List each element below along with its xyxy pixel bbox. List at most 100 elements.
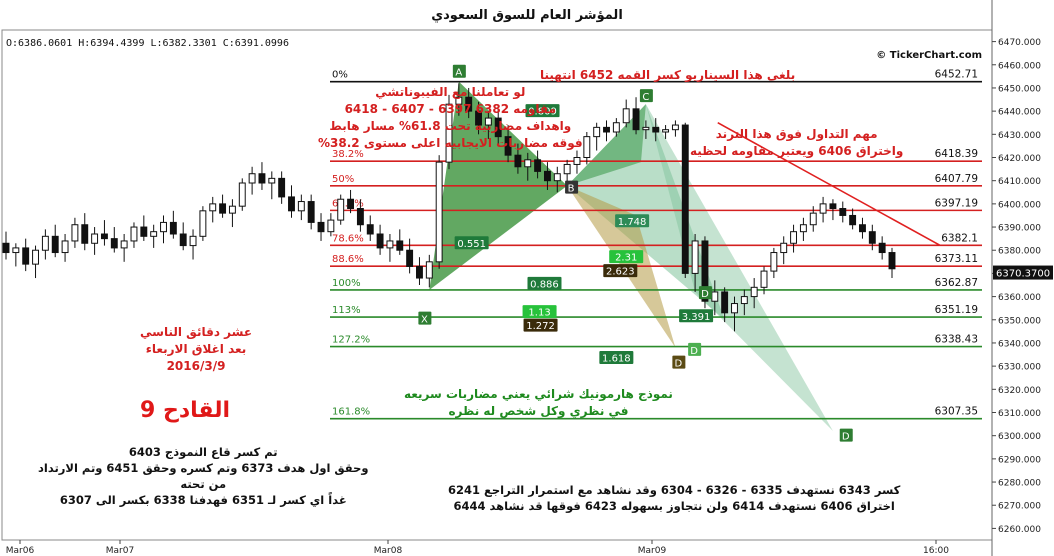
ratio-box-label: 1.272 <box>526 321 555 332</box>
pattern-point-box <box>418 311 432 325</box>
y-tick-label: 6400.000 <box>998 200 1041 210</box>
candle-body <box>100 233 108 240</box>
ratio-box <box>525 104 560 118</box>
page-title: المؤشر العام للسوق السعودي <box>431 8 623 23</box>
candle-body <box>721 291 729 314</box>
candle-body <box>160 221 167 233</box>
candle-body <box>868 231 876 244</box>
y-tick-label: 6330.000 <box>998 363 1041 373</box>
fib-price-label: 6452.71 <box>935 69 978 81</box>
ratio-box <box>522 305 557 319</box>
ratio-box <box>603 264 638 278</box>
candle-body <box>268 177 276 184</box>
scenario-note: بلغى هذا السيناريو كسر القمه 6452 انتهين… <box>540 68 796 82</box>
fib-note-line-1: لو تعاملنا مع الفيبوناتشي <box>375 85 526 99</box>
pattern-point-label: B <box>568 184 575 195</box>
candle-body <box>81 224 89 244</box>
candle-body <box>849 214 857 226</box>
pattern-point-box <box>639 89 653 103</box>
candle-body <box>278 177 286 198</box>
fib-note-line-2: مقاومه 6382 6397 - 6407 - 6418 <box>344 102 556 116</box>
candle-body <box>475 110 482 126</box>
harmonic-note-line-1: نموذج هارمونيك شرائي يعني مضاربات سريعه <box>404 387 673 401</box>
trend-note-line-2: واختراق 6406 ويعتبر مقاومه لحظيه <box>690 144 904 158</box>
candle-body <box>91 233 99 244</box>
y-tick-label: 6460.000 <box>998 61 1041 71</box>
candle-body <box>327 219 335 233</box>
candle-body <box>61 240 69 254</box>
date-note: عشر دقائق الناسي بعد اغلاق الاربعاء 2016… <box>140 324 252 375</box>
candle-body <box>671 124 679 131</box>
candle-body <box>51 235 59 254</box>
y-tick-label: 6380.000 <box>998 247 1041 257</box>
candle-body <box>209 203 217 212</box>
candle-body <box>563 163 571 175</box>
candle-body <box>376 233 384 249</box>
bottom-left-note: تم كسر قاع النموذج 6403 وحقق اول هدف 637… <box>38 444 369 508</box>
trend-note-line-1: مهم التداول فوق هذا الترند <box>715 127 878 141</box>
candle-body <box>110 238 118 249</box>
candle-body <box>130 226 138 242</box>
candle-body <box>583 136 591 159</box>
ratio-box-label: 0.809 <box>528 107 557 118</box>
y-tick-label: 6270.000 <box>998 502 1041 512</box>
y-tick-label: 6470.000 <box>998 38 1041 48</box>
candle-body <box>829 203 837 209</box>
fib-note-line-4: فوقه مضاربات الايجابيه اعلى مستوى 38.2% <box>318 136 583 150</box>
last-price-label: 6370.3700 <box>996 269 1050 280</box>
pattern-point-label: X <box>421 315 428 326</box>
fib-price-label: 6351.19 <box>935 304 978 316</box>
candle-body <box>120 240 128 249</box>
pattern-point-box <box>688 342 702 356</box>
y-tick-label: 6360.000 <box>998 293 1041 303</box>
candle-body <box>534 159 542 172</box>
candle-body <box>455 96 463 105</box>
ratio-box <box>679 309 714 323</box>
pattern-point-box <box>452 64 466 78</box>
candle-body <box>406 249 414 267</box>
candle-body <box>504 136 512 156</box>
y-tick-label: 6280.000 <box>998 479 1041 489</box>
fib-ratio-label: 0% <box>332 70 348 81</box>
fib-price-label: 6307.35 <box>935 406 978 418</box>
pattern-point-label: D <box>701 289 709 300</box>
pattern-point-label: D <box>675 359 683 370</box>
fib-price-label: 6338.43 <box>935 334 978 346</box>
candle-body <box>770 252 778 272</box>
candle-body <box>642 126 650 131</box>
fib-ratio-label: 161.8% <box>332 407 370 418</box>
candle-body <box>553 173 561 182</box>
candle-body <box>603 126 610 133</box>
candle-body <box>760 270 768 288</box>
fib-ratio-label: 38.2% <box>332 149 364 160</box>
pattern-point-box <box>672 355 686 369</box>
candle-body <box>140 226 148 237</box>
fib-price-label: 6373.11 <box>935 253 978 265</box>
x-tick-label: 16:00 <box>923 546 949 556</box>
big-label: القادح 9 <box>140 398 231 423</box>
fib-price-label: 6407.79 <box>935 173 978 185</box>
x-tick-label: Mar08 <box>374 546 403 556</box>
candle-body <box>416 265 423 279</box>
pattern-point-label: D <box>690 346 698 357</box>
candle-body <box>573 157 581 165</box>
candle-body <box>307 201 315 223</box>
candle-body <box>701 240 709 302</box>
candle-body <box>228 205 236 214</box>
ratio-box-label: 2.31 <box>615 253 637 264</box>
y-tick-label: 6340.000 <box>998 339 1041 349</box>
fib-note-line-3: واهداف مضاربيه تحت 61.8% مسار هابط <box>329 119 572 133</box>
candle-body <box>12 247 20 254</box>
ratio-box <box>609 250 644 264</box>
date-note-line-2: بعد اغلاق الاربعاء <box>145 342 247 356</box>
fib-ratio-label: 127.2% <box>332 335 370 346</box>
candle-body <box>593 126 601 138</box>
candle-body <box>484 117 492 126</box>
ratio-box-label: 0.886 <box>530 279 559 290</box>
candle-body <box>347 198 355 210</box>
candle-body <box>524 159 532 168</box>
fib-price-label: 6382.1 <box>941 232 978 244</box>
candle-body <box>258 173 266 184</box>
